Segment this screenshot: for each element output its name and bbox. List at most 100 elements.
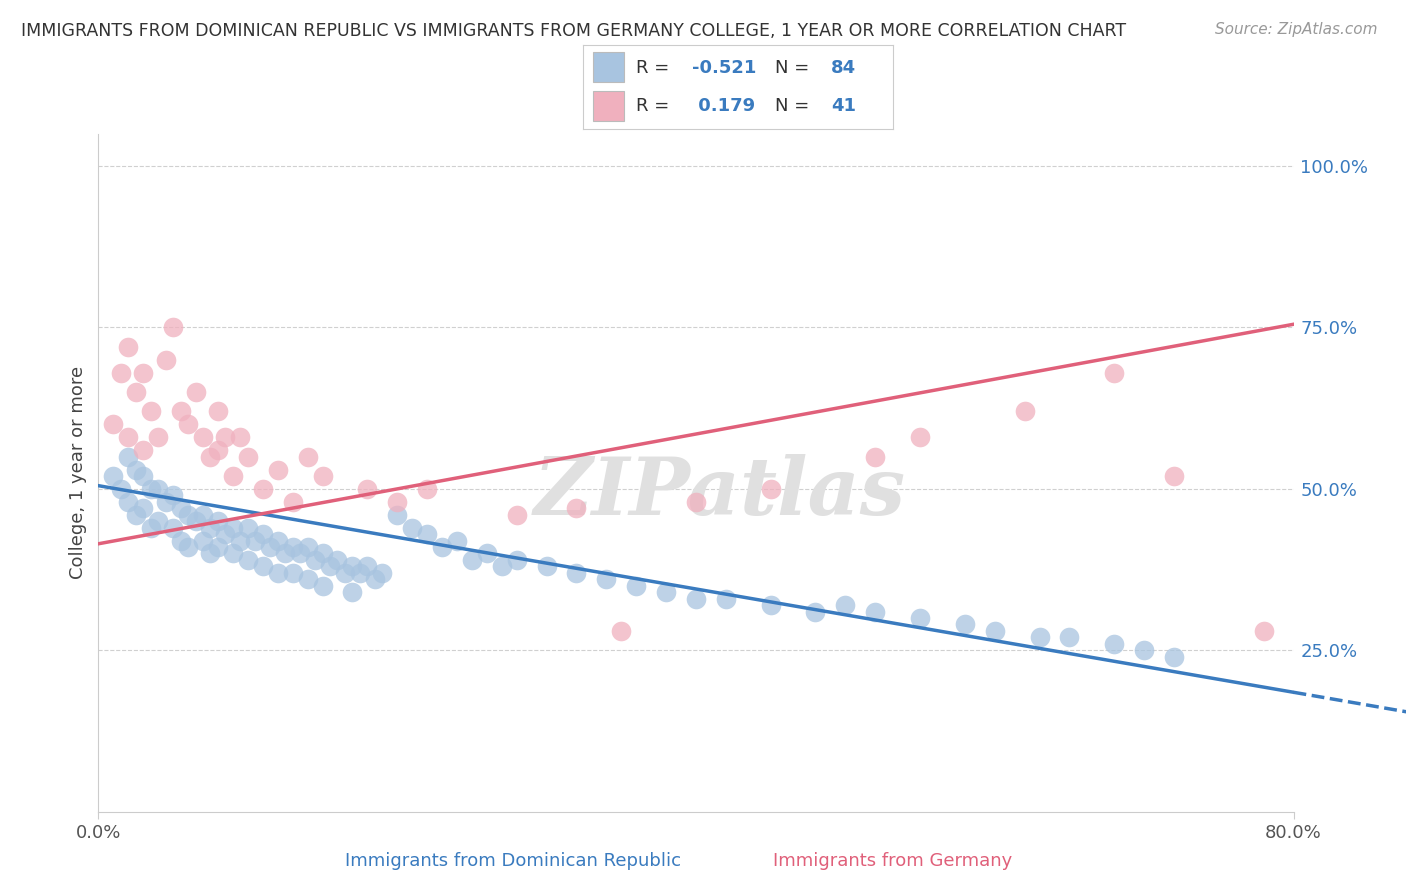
Point bbox=[342, 559, 364, 574]
Point bbox=[385, 508, 409, 522]
Point bbox=[191, 533, 214, 548]
Point bbox=[371, 566, 394, 580]
Point bbox=[252, 559, 274, 574]
Point bbox=[177, 540, 200, 554]
Point bbox=[200, 450, 222, 464]
Point bbox=[416, 527, 439, 541]
Point bbox=[267, 566, 290, 580]
Point bbox=[139, 404, 162, 418]
Point bbox=[1163, 649, 1185, 664]
Point bbox=[132, 443, 155, 458]
Point bbox=[1104, 366, 1126, 380]
Point bbox=[356, 559, 378, 574]
Point bbox=[385, 495, 409, 509]
Point bbox=[984, 624, 1007, 638]
Text: 41: 41 bbox=[831, 97, 856, 115]
Point bbox=[252, 482, 274, 496]
Point bbox=[416, 482, 439, 496]
Point bbox=[326, 553, 349, 567]
Point bbox=[207, 443, 229, 458]
Point bbox=[446, 533, 468, 548]
Point bbox=[214, 430, 236, 444]
Point bbox=[117, 430, 139, 444]
Point bbox=[139, 521, 162, 535]
Point bbox=[259, 540, 281, 554]
Point bbox=[1059, 631, 1081, 645]
Point bbox=[281, 495, 304, 509]
Point bbox=[565, 566, 588, 580]
Point bbox=[229, 430, 252, 444]
Point bbox=[311, 579, 333, 593]
Point bbox=[349, 566, 371, 580]
Point bbox=[865, 605, 887, 619]
Point bbox=[169, 404, 191, 418]
Point bbox=[461, 553, 484, 567]
Point bbox=[685, 591, 707, 606]
Point bbox=[222, 469, 245, 483]
Point bbox=[274, 546, 297, 560]
Point bbox=[169, 501, 191, 516]
Point bbox=[236, 553, 259, 567]
Point bbox=[200, 521, 222, 535]
Y-axis label: College, 1 year or more: College, 1 year or more bbox=[69, 367, 87, 579]
Text: N =: N = bbox=[775, 97, 810, 115]
Point bbox=[184, 385, 207, 400]
Point bbox=[281, 540, 304, 554]
Point bbox=[655, 585, 678, 599]
Point bbox=[267, 533, 290, 548]
Point bbox=[169, 533, 191, 548]
Point bbox=[214, 527, 236, 541]
Point bbox=[207, 404, 229, 418]
Point bbox=[132, 469, 155, 483]
Point bbox=[252, 527, 274, 541]
Point bbox=[177, 417, 200, 432]
Text: Immigrants from Dominican Republic: Immigrants from Dominican Republic bbox=[346, 852, 681, 870]
Point bbox=[132, 501, 155, 516]
Point bbox=[191, 508, 214, 522]
Point bbox=[110, 482, 132, 496]
Point bbox=[207, 514, 229, 528]
Point bbox=[117, 340, 139, 354]
Text: ZIPatlas: ZIPatlas bbox=[534, 454, 905, 532]
Point bbox=[401, 521, 423, 535]
Point bbox=[297, 450, 319, 464]
Point bbox=[626, 579, 648, 593]
Point bbox=[1014, 404, 1036, 418]
Point bbox=[506, 553, 529, 567]
Point bbox=[236, 521, 259, 535]
Point bbox=[148, 514, 170, 528]
Point bbox=[184, 514, 207, 528]
Point bbox=[1028, 631, 1050, 645]
Point bbox=[103, 417, 125, 432]
Point bbox=[685, 495, 707, 509]
Bar bbox=[593, 53, 624, 82]
Point bbox=[125, 462, 148, 476]
Point bbox=[311, 546, 333, 560]
Point bbox=[288, 546, 311, 560]
Point bbox=[222, 521, 245, 535]
Point bbox=[229, 533, 252, 548]
Point bbox=[297, 540, 319, 554]
Point bbox=[342, 585, 364, 599]
Point bbox=[364, 572, 387, 586]
Point bbox=[162, 521, 184, 535]
Point bbox=[148, 482, 170, 496]
Point bbox=[834, 598, 856, 612]
Text: R =: R = bbox=[636, 97, 675, 115]
Point bbox=[1133, 643, 1156, 657]
Text: 0.179: 0.179 bbox=[692, 97, 755, 115]
Point bbox=[177, 508, 200, 522]
Point bbox=[162, 320, 184, 334]
Point bbox=[297, 572, 319, 586]
Point bbox=[245, 533, 267, 548]
Point bbox=[1104, 637, 1126, 651]
Point bbox=[117, 495, 139, 509]
Point bbox=[148, 430, 170, 444]
Point bbox=[207, 540, 229, 554]
Point bbox=[908, 430, 931, 444]
Text: R =: R = bbox=[636, 59, 675, 77]
Point bbox=[865, 450, 887, 464]
Point bbox=[804, 605, 827, 619]
Point bbox=[117, 450, 139, 464]
Point bbox=[267, 462, 290, 476]
